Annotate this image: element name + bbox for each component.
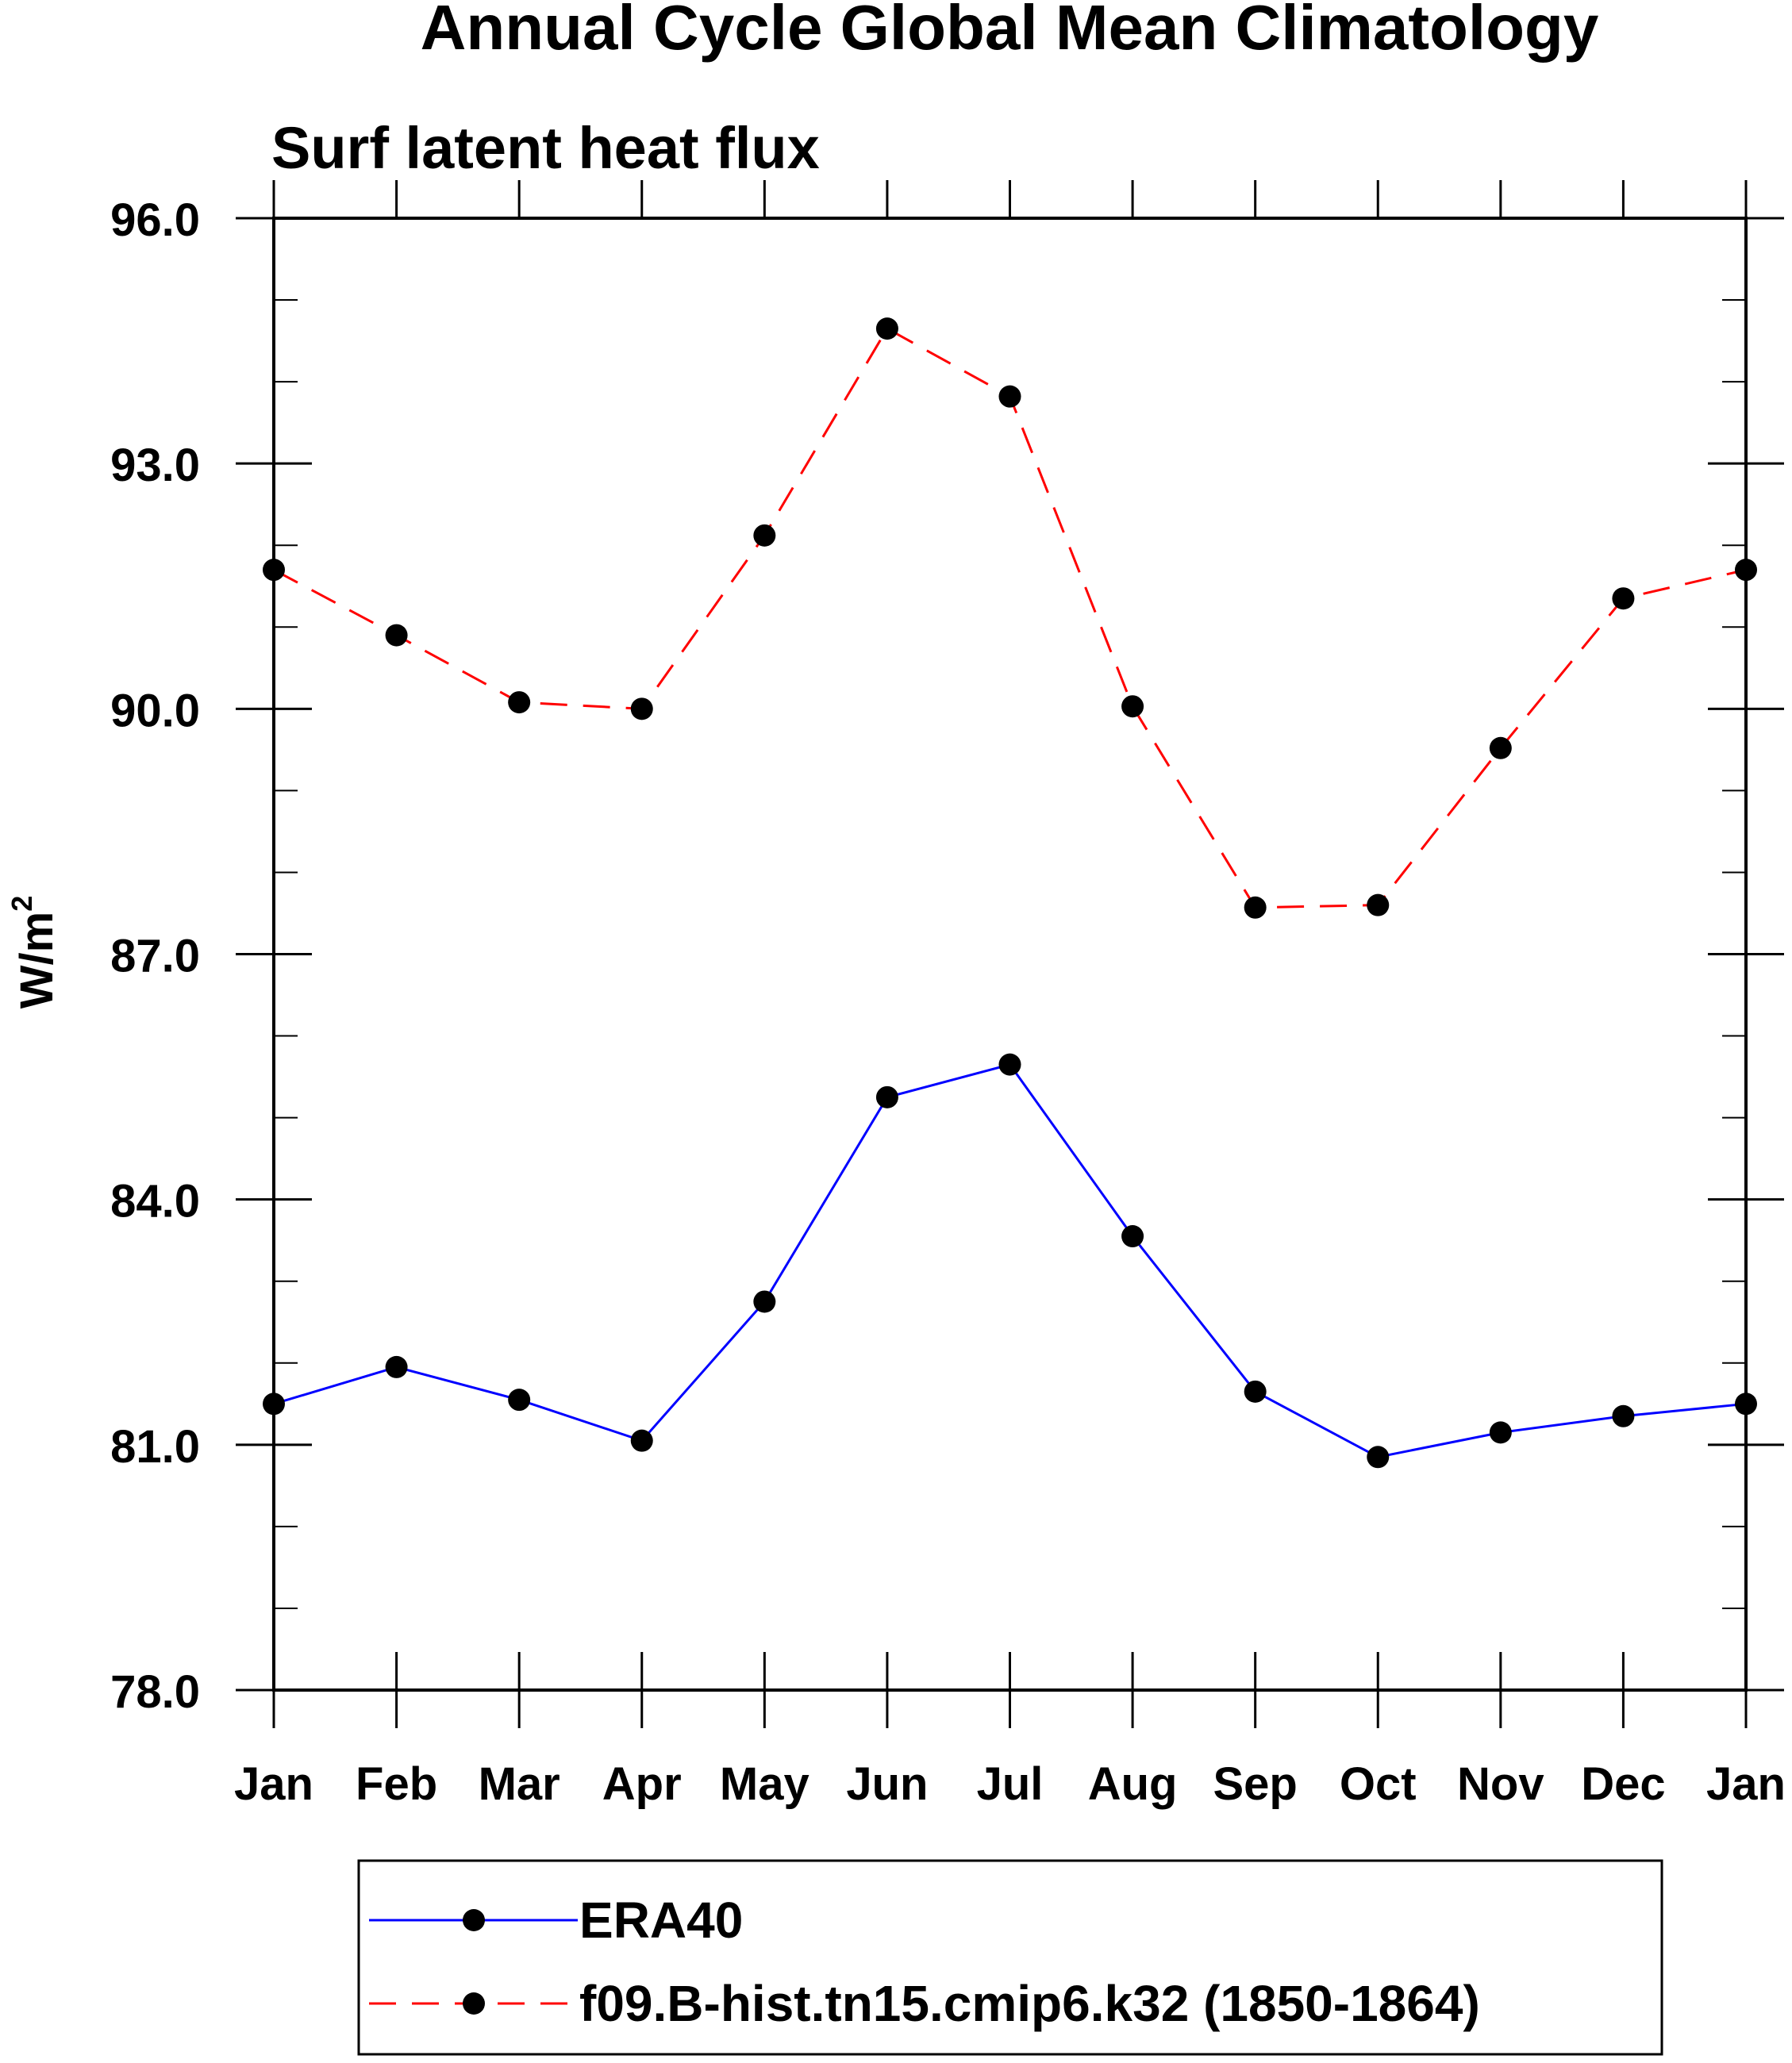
data-point-series-1 — [630, 697, 653, 720]
y-axis-label: W/m2 — [6, 896, 63, 1008]
x-tick-label: Nov — [1457, 1758, 1544, 1810]
y-tick-label: 78.0 — [110, 1666, 200, 1718]
y-axis-label-superscript: 2 — [6, 896, 38, 912]
series-lines — [273, 327, 1747, 1458]
legend-box — [357, 1859, 1663, 2056]
data-point-series-1 — [263, 559, 285, 582]
legend-marker-0 — [463, 1909, 485, 1931]
data-point-series-0 — [508, 1389, 531, 1412]
x-tick-label: Dec — [1581, 1758, 1665, 1810]
data-point-series-0 — [1121, 1225, 1144, 1248]
chart-title: Annual Cycle Global Mean Climatology — [421, 0, 1599, 63]
data-point-series-0 — [1489, 1421, 1512, 1444]
data-point-series-1 — [508, 691, 531, 714]
legend-label-0: ERA40 — [579, 1892, 743, 1949]
x-tick-label: May — [720, 1758, 809, 1810]
data-point-series-1 — [1735, 559, 1757, 582]
x-tick-label: Jun — [846, 1758, 928, 1810]
legend-label-1: f09.B-hist.tn15.cmip6.k32 (1850-1864) — [579, 1975, 1480, 2032]
x-tick-label: Jan — [234, 1758, 313, 1810]
data-point-series-0 — [875, 1085, 898, 1108]
data-point-series-1 — [998, 385, 1021, 408]
data-point-series-0 — [1612, 1404, 1635, 1427]
y-tick-label: 87.0 — [110, 931, 200, 982]
data-point-series-1 — [1367, 893, 1390, 916]
data-point-series-1 — [1489, 736, 1512, 759]
x-tick-label: Aug — [1088, 1758, 1178, 1810]
legend-marker-1 — [463, 1992, 485, 2015]
series-points — [263, 317, 1757, 1469]
plot-frame — [272, 217, 1748, 1692]
data-point-series-0 — [1367, 1446, 1390, 1469]
svg-text:W/m2: W/m2 — [6, 896, 63, 1008]
data-point-series-0 — [998, 1053, 1021, 1076]
x-tick-label: Oct — [1340, 1758, 1417, 1810]
x-tick-label: Jan — [1706, 1758, 1786, 1810]
data-point-series-0 — [385, 1355, 408, 1378]
series-line-0 — [273, 1062, 1747, 1458]
data-point-series-1 — [1244, 896, 1267, 919]
y-tick-label: 90.0 — [110, 685, 200, 736]
x-tick-label: Apr — [602, 1758, 682, 1810]
x-tick-label: Feb — [356, 1758, 437, 1810]
data-point-series-1 — [385, 624, 408, 647]
y-tick-label: 93.0 — [110, 440, 200, 491]
data-point-series-1 — [875, 317, 898, 340]
axes: Jan Feb Mar Apr May Jun Jul Aug Sep Oct Nov Dec Jan 7… — [110, 180, 1786, 1810]
data-point-series-0 — [753, 1290, 776, 1313]
legend: ERA40 f09.B-hist.tn15.cmip6.k32 (1850-186… — [357, 1859, 1663, 2056]
data-point-series-1 — [1121, 695, 1144, 718]
y-tick-label: 96.0 — [110, 194, 200, 246]
x-tick-label: Jul — [977, 1758, 1044, 1810]
data-point-series-0 — [630, 1429, 653, 1452]
y-tick-label: 84.0 — [110, 1176, 200, 1227]
x-tick-label: Mar — [479, 1758, 560, 1810]
data-point-series-1 — [1612, 587, 1635, 610]
data-point-series-0 — [1244, 1380, 1267, 1403]
series-line-1 — [273, 327, 1747, 909]
data-point-series-1 — [753, 524, 776, 547]
legend-entries: ERA40 f09.B-hist.tn15.cmip6.k32 (1850-186… — [369, 1892, 1480, 2032]
y-tick-label: 81.0 — [110, 1421, 200, 1473]
chart-subtitle: Surf latent heat flux — [271, 115, 820, 181]
data-point-series-0 — [1735, 1393, 1757, 1416]
data-point-series-0 — [263, 1393, 285, 1416]
x-tick-label: Sep — [1213, 1758, 1297, 1810]
y-axis-label-text: W/m — [11, 912, 63, 1008]
